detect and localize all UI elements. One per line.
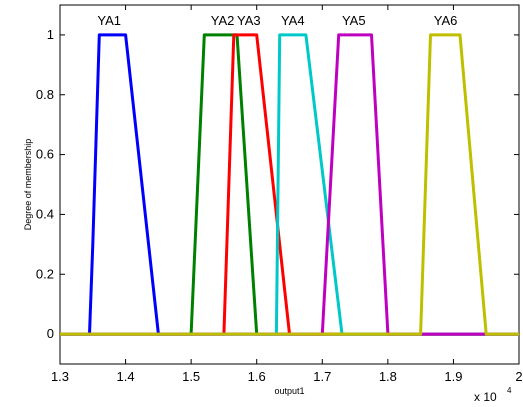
y-axis-label: Degree of membership bbox=[23, 139, 33, 231]
mf-label-ya6: YA6 bbox=[434, 13, 458, 28]
x-tick-label: 1.6 bbox=[248, 369, 266, 384]
x-tick-label: 1.9 bbox=[444, 369, 462, 384]
plot-area bbox=[59, 4, 520, 365]
mf-label-ya5: YA5 bbox=[342, 13, 366, 28]
x-multiplier-base: x 10 bbox=[474, 390, 497, 404]
x-tick-label: 1.7 bbox=[313, 369, 331, 384]
y-tick-label: 0.6 bbox=[36, 147, 54, 162]
x-tick-label: 1.5 bbox=[182, 369, 200, 384]
y-tick-label: 0.8 bbox=[36, 87, 54, 102]
x-axis-label: output1 bbox=[274, 386, 304, 396]
y-tick-label: 0 bbox=[47, 326, 54, 341]
x-tick-label: 1.8 bbox=[379, 369, 397, 384]
x-multiplier-exponent: 4 bbox=[507, 386, 512, 395]
y-tick-label: 0.2 bbox=[36, 266, 54, 281]
axis-ticks: 1.3 1.4 1.5 1.6 1.7 1.8 1.9 2 0 0.2 0.4 0.6 0.8 1 bbox=[36, 5, 523, 384]
mf-label-ya2: YA2 bbox=[211, 13, 235, 28]
x-tick-label: 1.4 bbox=[117, 369, 135, 384]
x-tick-label: 2 bbox=[515, 369, 522, 384]
series-layer bbox=[60, 33, 519, 336]
mf-label-ya4: YA4 bbox=[281, 13, 305, 28]
series-line-ya6 bbox=[60, 33, 519, 336]
mf-labels: YA1 YA2 YA3 YA4 YA5 YA6 bbox=[97, 13, 457, 28]
y-tick-label: 0.4 bbox=[36, 206, 54, 221]
x-tick-label: 1.3 bbox=[51, 369, 69, 384]
mf-label-ya1: YA1 bbox=[97, 13, 121, 28]
mf-label-ya3: YA3 bbox=[237, 13, 261, 28]
y-tick-label: 1 bbox=[47, 27, 54, 42]
